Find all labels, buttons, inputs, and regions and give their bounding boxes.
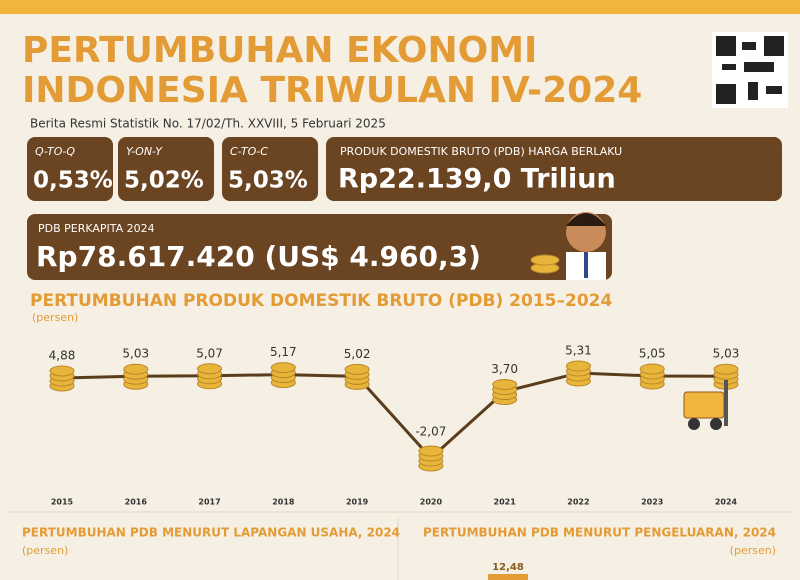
x-tick-label: 2022 [567, 498, 589, 507]
section-unit: (persen) [22, 544, 68, 557]
coin-stack [49, 365, 75, 392]
bar-label: 12,48 [492, 562, 524, 573]
per-capita-label: PDB PERKAPITA 2024 [38, 222, 155, 235]
x-tick-label: 2021 [494, 498, 517, 507]
y-label: (persen) [32, 311, 78, 324]
stat-value: 0,53% [33, 168, 113, 194]
x-tick-label: 2017 [198, 498, 220, 507]
stat-box [222, 137, 318, 201]
coin [418, 445, 444, 457]
value-label: 5,07 [196, 346, 223, 360]
character [530, 212, 606, 280]
stat-label: C-TO-C [230, 145, 268, 158]
line [61, 371, 727, 461]
x-tick-label: 2019 [346, 498, 369, 507]
stat-label: Q-TO-Q [35, 145, 75, 158]
value-label: 5,03 [713, 347, 740, 361]
value-label: 5,05 [639, 346, 666, 360]
coin [713, 363, 739, 375]
coin [49, 365, 75, 377]
x-tick-label: 2023 [641, 498, 663, 507]
forklift [683, 380, 728, 430]
x-tick-label: 2020 [420, 498, 443, 507]
coin-stack [565, 360, 591, 387]
qr-code [712, 32, 788, 108]
coin [639, 363, 665, 375]
subtitle: Berita Resmi Statistik No. 17/02/Th. XXV… [30, 117, 386, 131]
value-label: 5,02 [344, 347, 371, 361]
x-tick-label: 2015 [51, 498, 74, 507]
pdb-value: Rp22.139,0 Triliun [338, 164, 616, 195]
line-chart: 4,88 2015 5,03 2016 5,07 2017 5,17 2018 5,02 2019… [49, 344, 740, 507]
top-stripe [0, 0, 800, 14]
value-label: 3,70 [491, 362, 518, 376]
per-capita-box [27, 214, 612, 280]
coin [270, 362, 296, 374]
x-tick-label: 2016 [125, 498, 148, 507]
stat-box [27, 137, 113, 201]
stat-value: 5,03% [228, 168, 308, 194]
x-tick-label: 2024 [715, 498, 738, 507]
stat-value: 5,02% [124, 168, 204, 194]
coin-stack [639, 363, 665, 390]
chart-title: PERTUMBUHAN PRODUK DOMESTIK BRUTO (PDB) … [30, 291, 612, 311]
coin-stack [197, 363, 223, 390]
title-line: INDONESIA TRIWULAN IV-2024 [22, 70, 642, 111]
section-unit: (persen) [730, 544, 776, 557]
coin [123, 363, 149, 375]
coin [197, 363, 223, 375]
coin-stack [713, 363, 739, 390]
coin-stack [418, 445, 444, 472]
value-label: -2,07 [415, 425, 446, 439]
stat-box [118, 137, 214, 201]
coin [492, 379, 518, 391]
section-title: PERTUMBUHAN PDB MENURUT PENGELUARAN, 202… [423, 526, 776, 540]
value-label: 5,31 [565, 344, 592, 358]
bar-preview [488, 574, 528, 580]
coin-stack [270, 362, 296, 389]
coin-stack [123, 363, 149, 390]
coin-stack [344, 363, 370, 390]
title-line: PERTUMBUHAN EKONOMI [22, 30, 537, 71]
x-tick-label: 2018 [272, 498, 295, 507]
value-label: 4,88 [49, 348, 76, 362]
pdb-label: PRODUK DOMESTIK BRUTO (PDB) HARGA BERLAK… [340, 145, 622, 158]
value-label: 5,17 [270, 345, 297, 359]
coin-stack [492, 379, 518, 406]
value-label: 5,03 [122, 347, 149, 361]
per-capita-value: Rp78.617.420 (US$ 4.960,3) [36, 240, 481, 273]
pdb-box [326, 137, 782, 201]
stat-boxes: Q-TO-Q 0,53% Y-ON-Y 5,02% C-TO-C 5,03% [27, 137, 318, 201]
coin [565, 360, 591, 372]
stat-label: Y-ON-Y [126, 145, 163, 158]
section-title: PERTUMBUHAN PDB MENURUT LAPANGAN USAHA, … [22, 526, 400, 540]
coin [344, 363, 370, 375]
